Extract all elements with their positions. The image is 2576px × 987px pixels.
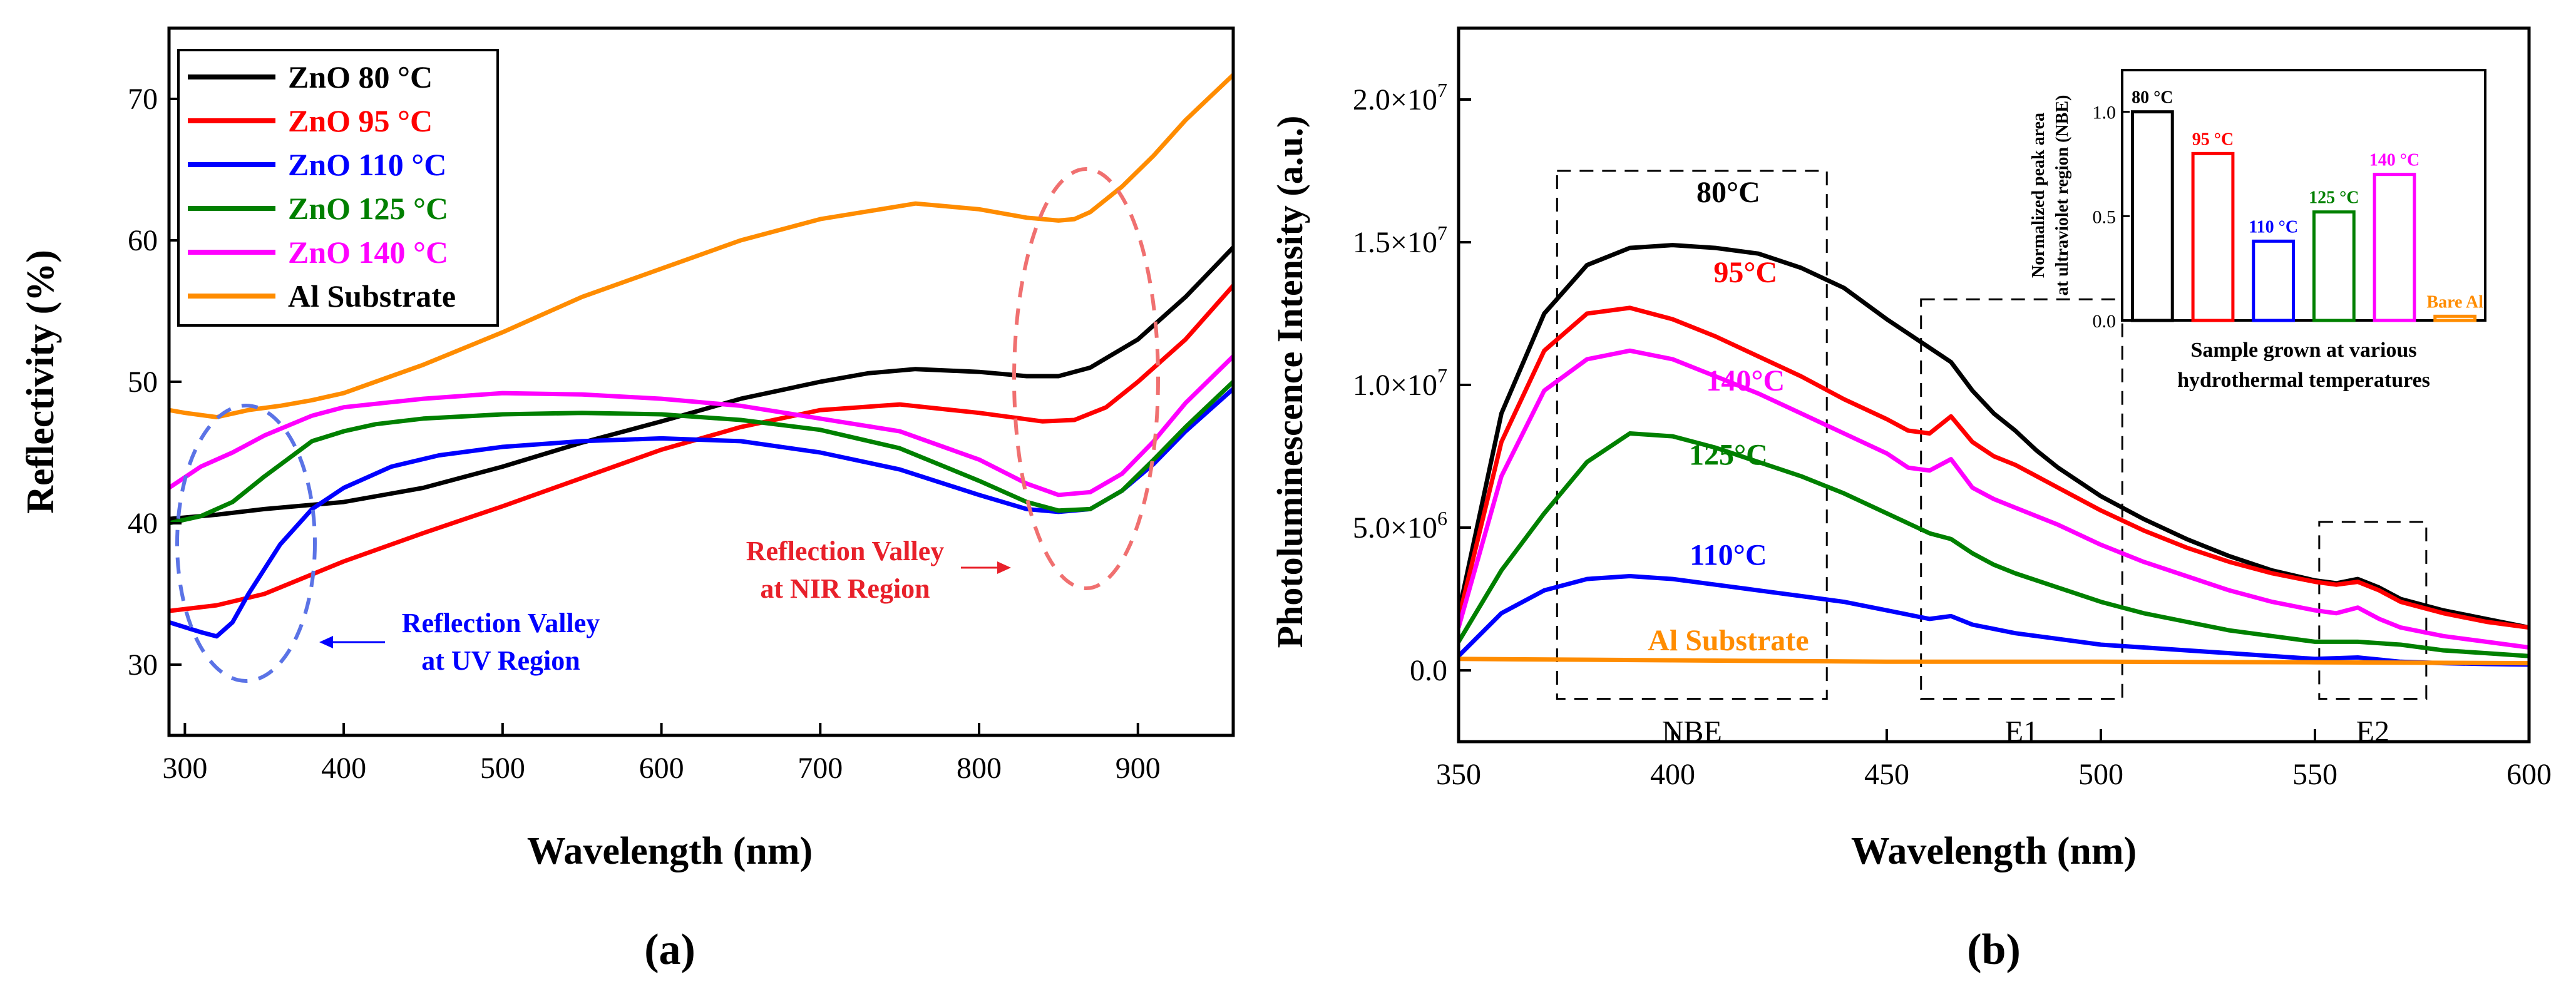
- panel-b-inset: 0.0 0.5 1.0 80 °C 95 °C 110 °C 125 °C 140 °C Bar…: [2029, 69, 2486, 392]
- panel-a-ylabel: Reflectivity (%): [19, 250, 62, 514]
- legend-label-zno-95-c: ZnO 95 °C: [288, 103, 433, 138]
- inset-ylabel-line2: at ultraviolet region (NBE): [2053, 95, 2072, 296]
- panel-b-series: [1459, 243, 2529, 667]
- y-tick-label: 2.0×107: [1353, 79, 1447, 116]
- inset-frame: [2121, 69, 2486, 322]
- panel-b-axes: 80°C 95°C 140°C 125°C 110°C Al Substrate 350 40…: [1353, 79, 2552, 791]
- x-tick-label: 600: [639, 752, 684, 785]
- region-label-nbe: NBE: [1662, 715, 1722, 749]
- panel-a-caption: (a): [644, 926, 695, 974]
- curve-label-140-c: 140°C: [1706, 364, 1785, 397]
- inset-bar-label-bare-al: Bare Al: [2426, 292, 2483, 312]
- inset-bar-label-110-c: 110 °C: [2249, 217, 2298, 237]
- series-line-95-c: [1459, 305, 2529, 630]
- x-tick-label: 900: [1116, 752, 1161, 785]
- x-tick-label: 800: [957, 752, 1002, 785]
- uv-valley-ellipse: [175, 404, 317, 683]
- y-tick-label: 40: [128, 507, 158, 540]
- inset-bar-bare-al: [2433, 314, 2477, 322]
- inset-bar-label-95-c: 95 °C: [2192, 130, 2234, 149]
- inset-bar-label-80-c: 80 °C: [2132, 88, 2173, 108]
- x-tick-label: 350: [1436, 758, 1481, 791]
- inset-bar-label-125-c: 125 °C: [2309, 188, 2359, 208]
- series-line-zno-110-c: [169, 387, 1233, 639]
- legend-label-zno-80-c: ZnO 80 °C: [288, 59, 433, 95]
- inset-bar-110-c: [2252, 239, 2296, 322]
- series-line-140-c: [1459, 348, 2529, 650]
- panel-b: NBE E1 E2 80°C 95°C 140°C 125°C 110°C Al Substr…: [1270, 26, 2552, 974]
- inset-bar-95-c: [2191, 151, 2235, 322]
- series-line-zno-95-c: [169, 284, 1233, 613]
- panel-b-caption: (b): [1967, 926, 2021, 974]
- series-line-110-c: [1459, 574, 2529, 667]
- inset-y-tick-label: 0.0: [2093, 311, 2117, 332]
- uv-annotation-line1: Reflection Valley: [402, 608, 600, 638]
- legend-label-zno-125-c: ZnO 125 °C: [288, 191, 448, 226]
- series-line-zno-125-c: [169, 380, 1233, 526]
- y-tick-label: 50: [128, 366, 158, 399]
- series-line-zno-140-c: [169, 354, 1233, 498]
- curve-label-95-c: 95°C: [1713, 256, 1777, 289]
- curve-label-110-c: 110°C: [1690, 538, 1767, 571]
- series-line-125-c: [1459, 431, 2529, 658]
- panel-a-series: [169, 73, 1233, 639]
- panel-a-xlabel: Wavelength (nm): [527, 830, 813, 872]
- legend-label-zno-140-c: ZnO 140 °C: [288, 235, 448, 270]
- y-tick-label: 60: [128, 224, 158, 257]
- x-tick-label: 700: [798, 752, 843, 785]
- region-box-e2: [2318, 521, 2428, 700]
- panel-a-legend: ZnO 80 °C ZnO 95 °C ZnO 110 °C ZnO 125 °C Zn…: [177, 49, 499, 327]
- curve-label-125-c: 125°C: [1689, 439, 1768, 472]
- inset-ylabel-line1: Normalized peak area: [2029, 113, 2048, 278]
- nir-annotation-line1: Reflection Valley: [746, 536, 945, 566]
- inset-xlabel-line2: hydrothermal temperatures: [2177, 369, 2430, 392]
- y-tick-label: 70: [128, 83, 158, 116]
- inset-bar-80-c: [2130, 110, 2174, 322]
- x-tick-label: 400: [1650, 758, 1695, 791]
- region-box-e1: [1920, 298, 2123, 700]
- region-label-e1: E1: [2005, 715, 2038, 749]
- inset-bars: 0.0 0.5 1.0 80 °C 95 °C 110 °C 125 °C 140 °C Bar…: [2093, 88, 2484, 332]
- panel-b-ylabel: Photoluminescence Intensity (a.u.): [1270, 116, 1310, 648]
- region-box-nbe: [1556, 170, 1828, 700]
- panel-a-axes: 300 400 500 600 700 800 900 30 40 50 60 70: [128, 83, 1161, 785]
- y-tick-label: 1.5×107: [1353, 222, 1447, 259]
- legend-label-al-substrate: Al Substrate: [288, 279, 456, 314]
- x-tick-label: 400: [321, 752, 366, 785]
- nir-annotation-line2: at NIR Region: [760, 573, 930, 604]
- nir-valley-ellipse: [1012, 167, 1160, 590]
- inset-bar-140-c: [2373, 173, 2416, 322]
- x-tick-label: 600: [2507, 758, 2552, 791]
- uv-annotation-line2: at UV Region: [421, 645, 580, 676]
- uv-arrow-head: [319, 636, 333, 648]
- panel-a: 300 400 500 600 700 800 900 30 40 50 60 70 Waveleng…: [19, 26, 1235, 974]
- curve-label-al-substrate: Al Substrate: [1648, 624, 1809, 657]
- region-label-e2: E2: [2356, 715, 2389, 749]
- curve-label-80-c: 80°C: [1696, 176, 1760, 209]
- y-tick-label: 1.0×107: [1353, 364, 1447, 402]
- series-line-zno-80-c: [169, 245, 1233, 521]
- series-line-al-substrate: [169, 73, 1233, 419]
- x-tick-label: 500: [480, 752, 525, 785]
- inset-y-tick-label: 0.5: [2093, 207, 2117, 227]
- nir-arrow-head: [997, 561, 1011, 574]
- inset-xlabel-line1: Sample grown at various: [2190, 339, 2416, 362]
- y-tick-label: 0.0: [1410, 654, 1447, 687]
- y-tick-label: 5.0×106: [1353, 507, 1447, 545]
- panel-b-xlabel: Wavelength (nm): [1851, 830, 2137, 872]
- series-line-80-c: [1459, 243, 2529, 630]
- y-tick-label: 30: [128, 648, 158, 682]
- x-tick-label: 450: [1864, 758, 1909, 791]
- inset-y-tick-label: 1.0: [2093, 103, 2117, 123]
- inset-bar-label-140-c: 140 °C: [2369, 151, 2419, 170]
- series-line-al-substrate: [1459, 657, 2529, 666]
- legend-label-zno-110-c: ZnO 110 °C: [288, 147, 446, 182]
- inset-bar-125-c: [2312, 210, 2356, 322]
- x-tick-label: 500: [2078, 758, 2123, 791]
- x-tick-label: 550: [2292, 758, 2337, 791]
- x-tick-label: 300: [162, 752, 207, 785]
- legend-box: [177, 49, 499, 327]
